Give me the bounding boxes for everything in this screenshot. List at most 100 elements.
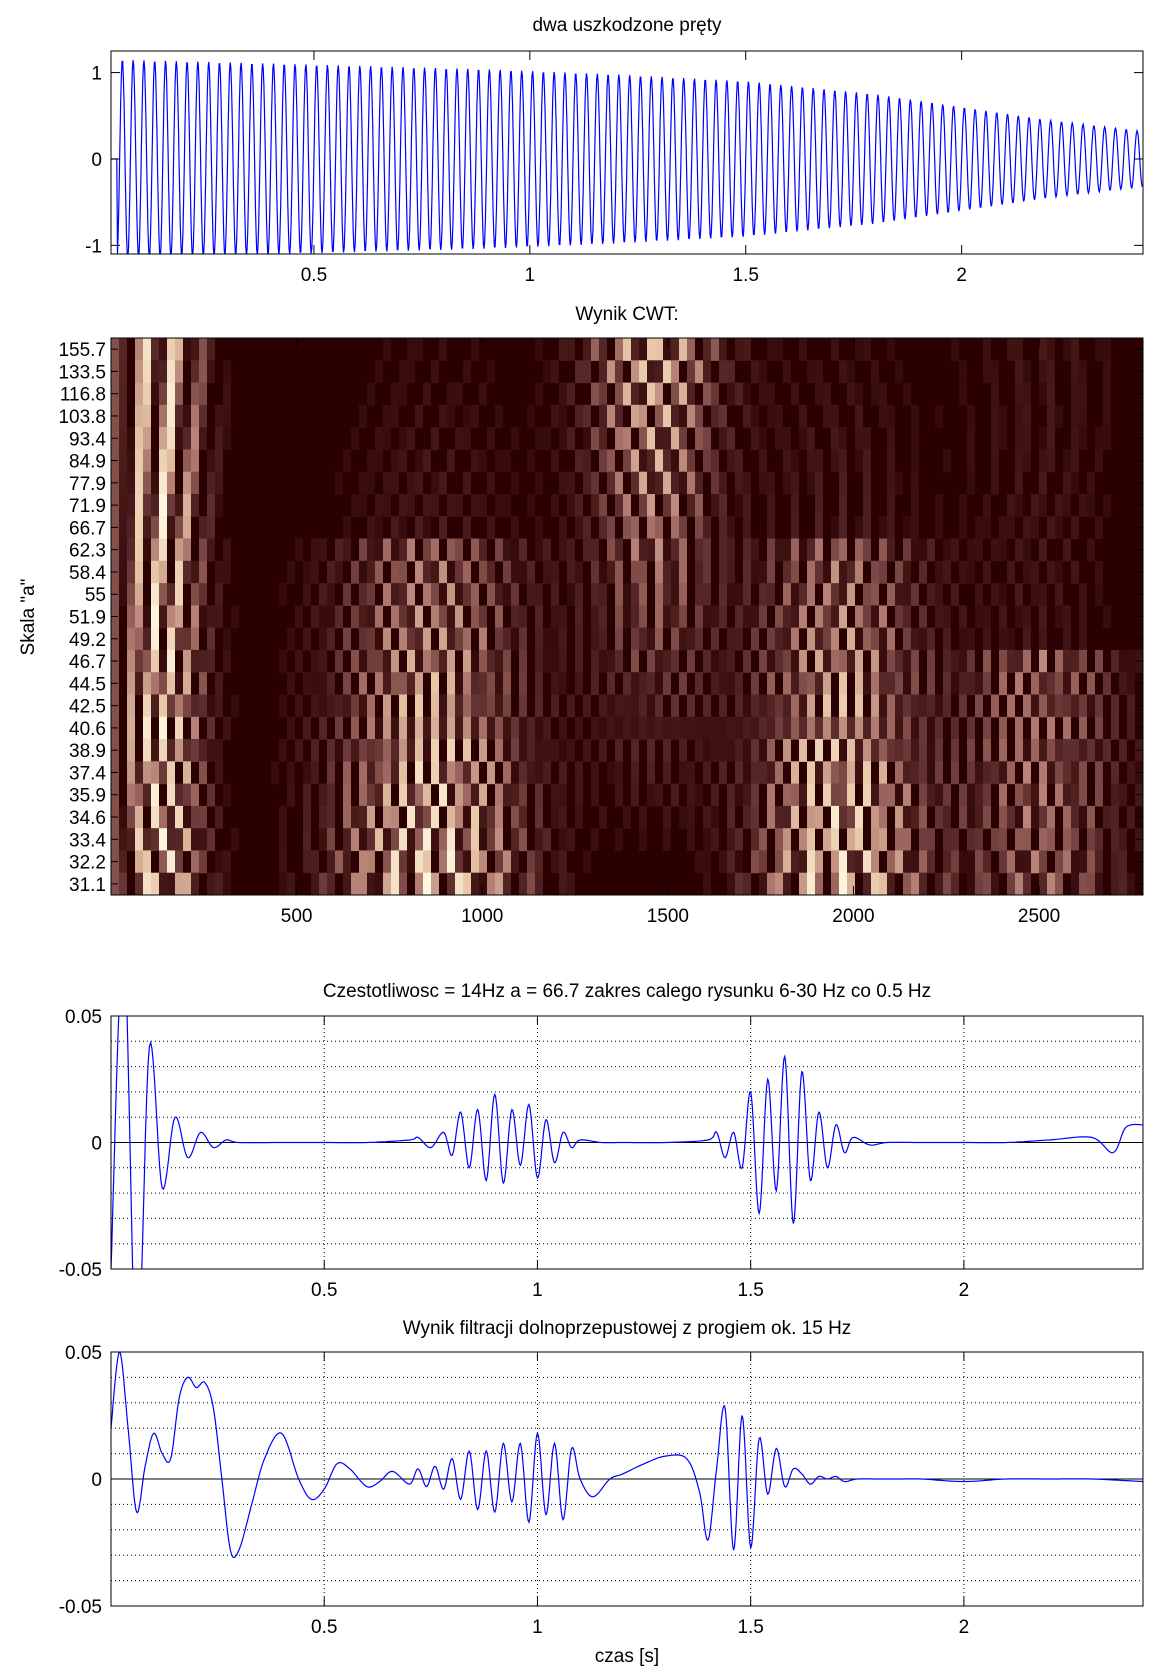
heatmap-cell [391, 583, 399, 606]
heatmap-cell [463, 761, 471, 785]
heatmap-cell [431, 538, 439, 562]
heatmap-cell [639, 494, 647, 517]
heatmap-cell [1095, 850, 1103, 874]
heatmap-cell [423, 516, 431, 540]
heatmap-cell [463, 427, 471, 450]
heatmap-cell [767, 516, 775, 540]
heatmap-cell [831, 761, 839, 785]
heatmap-cell [1047, 672, 1055, 696]
heatmap-cell [511, 828, 519, 852]
heatmap-cell [575, 761, 583, 785]
y-tick-label: 66.7 [69, 518, 106, 539]
heatmap-cell [431, 360, 439, 384]
heatmap-cell [647, 338, 655, 361]
heatmap-cell [935, 516, 943, 540]
heatmap-cell [511, 560, 519, 584]
heatmap-cell [895, 649, 903, 673]
heatmap-cell [623, 516, 631, 540]
heatmap-cell [991, 761, 999, 785]
heatmap-cell [375, 560, 383, 584]
heatmap-cell [503, 449, 511, 473]
y-tick-label: 0 [91, 1470, 102, 1491]
heatmap-cell [839, 605, 847, 629]
heatmap-cell [191, 694, 199, 718]
y-tick-label: 77.9 [69, 474, 106, 495]
heatmap-cell [1079, 627, 1087, 651]
heatmap-cell [583, 427, 591, 450]
heatmap-cell [359, 627, 367, 651]
heatmap-cell [959, 783, 967, 807]
heatmap-cell [919, 828, 927, 852]
heatmap-cell [311, 761, 319, 785]
heatmap-cell [687, 360, 695, 384]
heatmap-cell [1015, 672, 1023, 696]
heatmap-cell [823, 583, 831, 606]
heatmap-cell [1071, 649, 1079, 673]
heatmap-cell [599, 583, 607, 606]
heatmap-cell [575, 449, 583, 473]
panel-frequency: Czestotliwosc = 14Hz a = 66.7 zakres cal… [59, 981, 1144, 1301]
heatmap-cell [655, 560, 663, 584]
heatmap-cell [551, 805, 559, 829]
heatmap-cell [839, 449, 847, 473]
heatmap-cell [191, 427, 199, 450]
heatmap-cell [959, 605, 967, 629]
heatmap-cell [943, 783, 951, 807]
heatmap-cell [375, 494, 383, 517]
heatmap-cell [1039, 538, 1047, 562]
heatmap-cell [655, 716, 663, 740]
heatmap-cell [215, 739, 223, 762]
heatmap-cell [703, 382, 711, 406]
heatmap-cell [711, 828, 719, 852]
heatmap-cell [983, 605, 991, 629]
heatmap-cell [879, 805, 887, 829]
heatmap-cell [783, 805, 791, 829]
heatmap-cell [767, 761, 775, 785]
heatmap-cell [903, 605, 911, 629]
heatmap-cell [391, 404, 399, 428]
heatmap-cell [1039, 872, 1047, 895]
heatmap-cell [735, 672, 743, 696]
heatmap-cell [719, 338, 727, 361]
heatmap-cell [687, 338, 695, 361]
heatmap-cell [287, 716, 295, 740]
heatmap-cell [183, 739, 191, 762]
heatmap-cell [487, 649, 495, 673]
heatmap-cell [767, 716, 775, 740]
heatmap-cell [799, 716, 807, 740]
heatmap-cell [895, 739, 903, 762]
heatmap-cell [663, 672, 671, 696]
heatmap-cell [1063, 627, 1071, 651]
heatmap-cell [207, 471, 215, 495]
heatmap-cell [871, 872, 879, 895]
heatmap-cell [839, 850, 847, 874]
heatmap-cell [831, 627, 839, 651]
heatmap-cell [727, 516, 735, 540]
heatmap-cell [967, 716, 975, 740]
heatmap-cell [519, 805, 527, 829]
plot-area [111, 1016, 1143, 1269]
heatmap-cell [943, 649, 951, 673]
heatmap-cell [367, 471, 375, 495]
heatmap-cell [631, 627, 639, 651]
heatmap-cell [351, 649, 359, 673]
heatmap-cell [815, 716, 823, 740]
heatmap-cell [887, 672, 895, 696]
heatmap-cell [743, 471, 751, 495]
heatmap-cell [503, 716, 511, 740]
heatmap-cell [119, 427, 127, 450]
heatmap-cell [743, 872, 751, 895]
heatmap-cell [167, 805, 175, 829]
heatmap-cell [1039, 382, 1047, 406]
heatmap-cell [591, 382, 599, 406]
heatmap-cell [783, 605, 791, 629]
heatmap-cell [791, 694, 799, 718]
heatmap-cell [1079, 783, 1087, 807]
heatmap-cell [1087, 872, 1095, 895]
heatmap-cell [631, 583, 639, 606]
heatmap-cell [407, 494, 415, 517]
heatmap-cell [583, 338, 591, 361]
heatmap-cell [127, 605, 135, 629]
heatmap-cell [815, 761, 823, 785]
heatmap-cell [959, 627, 967, 651]
